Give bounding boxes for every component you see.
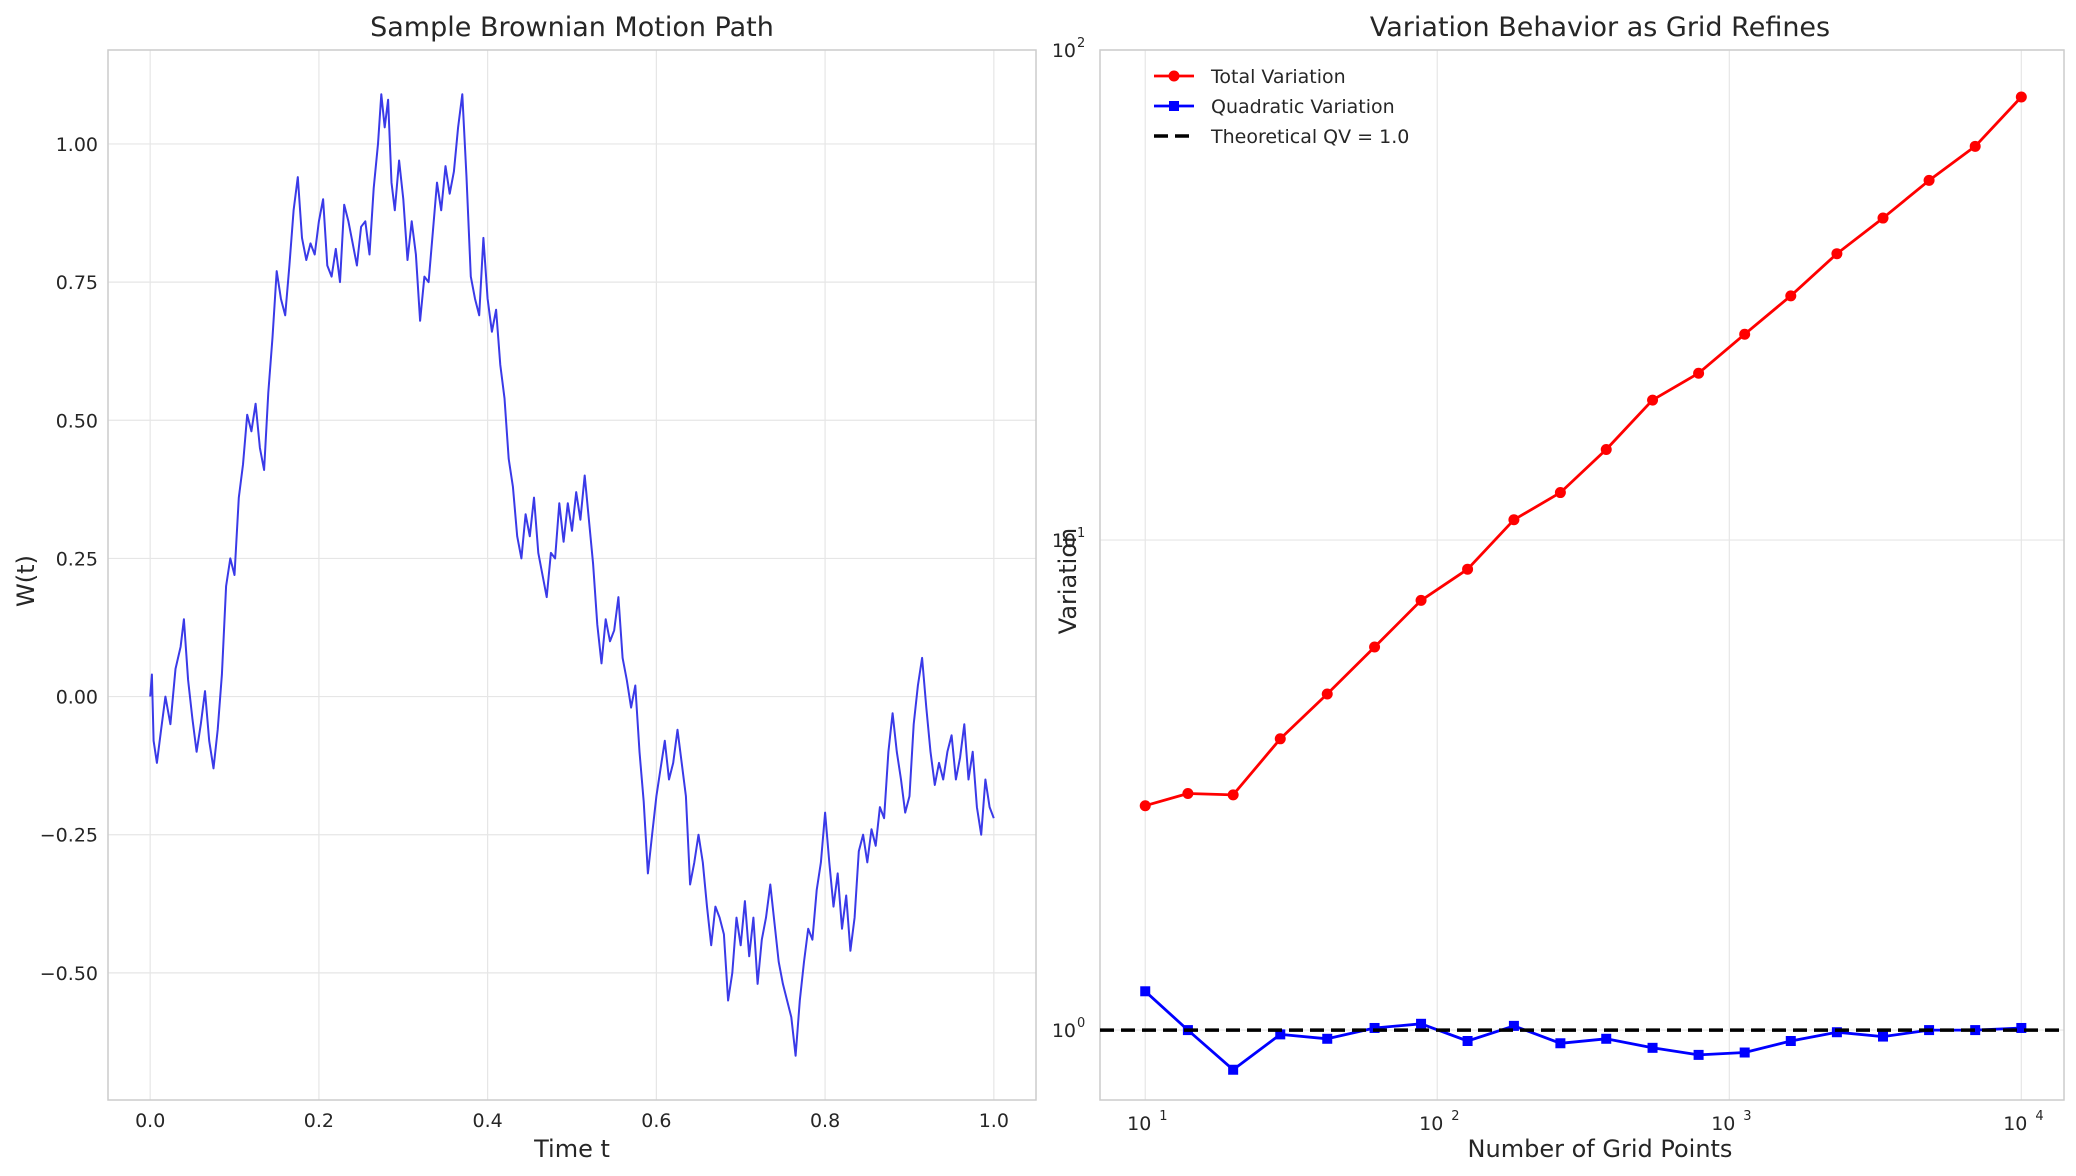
y-tick-label: 0.00 — [56, 687, 98, 709]
total-variation-point — [1462, 563, 1474, 575]
legend-marker — [1168, 70, 1180, 82]
quadratic-variation-point — [1601, 1033, 1612, 1044]
total-variation-line — [1144, 96, 2023, 808]
quadratic-variation-point — [1647, 1042, 1658, 1053]
x-tick-label: 10 — [1419, 1113, 1443, 1135]
total-variation-point — [1647, 394, 1659, 406]
total-variation-point — [1693, 367, 1705, 379]
quadratic-variation-point — [1693, 1049, 1704, 1060]
chart-title: Variation Behavior as Grid Refines — [1370, 12, 1830, 43]
quadratic-variation-point — [1275, 1029, 1286, 1040]
x-tick-label: 0.6 — [641, 1110, 671, 1132]
x-tick-label: 0.8 — [810, 1110, 840, 1132]
variation-panel: Variation Behavior as Grid Refines Numbe… — [1052, 12, 2065, 1163]
quadratic-variation-point — [1831, 1027, 1842, 1038]
legend-label-quadratic-variation: Quadratic Variation — [1211, 96, 1395, 118]
total-variation-point — [1415, 594, 1427, 606]
total-variation-point — [1877, 212, 1889, 224]
y-tick-exponent: 0 — [1077, 1016, 1085, 1031]
x-axis-label: Time t — [533, 1135, 610, 1163]
brownian-path-panel: Sample Brownian Motion Path Time t W(t) … — [12, 12, 1037, 1163]
x-tick-exponent: 3 — [1743, 1109, 1751, 1124]
y-tick-label: 10 — [1052, 530, 1076, 552]
total-variation-point — [1369, 641, 1381, 653]
quadratic-variation-point — [1508, 1020, 1519, 1031]
x-tick-label: 0.0 — [135, 1110, 165, 1132]
legend-marker — [1169, 101, 1179, 111]
total-variation-point — [1139, 800, 1151, 812]
plot-frame — [107, 49, 1037, 1101]
y-tick-label: 10 — [1052, 1020, 1076, 1042]
quadratic-variation-point — [1140, 986, 1151, 997]
x-tick-label: 10 — [2003, 1113, 2027, 1135]
chart-title: Sample Brownian Motion Path — [370, 12, 774, 43]
quadratic-variation-point — [1228, 1064, 1239, 1075]
total-variation-point — [1508, 514, 1520, 526]
y-tick-label: 10 — [1052, 40, 1076, 62]
quadratic-variation-point — [1785, 1036, 1796, 1047]
x-tick-label: 10 — [1711, 1113, 1735, 1135]
x-tick-exponent: 4 — [2035, 1109, 2043, 1124]
total-variation-point — [1923, 174, 1935, 186]
y-axis-label: Variation — [1054, 528, 1082, 634]
total-variation-point — [2015, 91, 2027, 103]
y-tick-label: 0.50 — [56, 410, 98, 432]
total-variation-point — [1785, 290, 1797, 302]
total-variation-point — [1831, 248, 1843, 260]
total-variation-point — [1182, 787, 1194, 799]
y-tick-label: 0.75 — [56, 272, 98, 294]
quadratic-variation-point — [1878, 1031, 1889, 1042]
legend-label-total-variation: Total Variation — [1210, 66, 1346, 88]
quadratic-variation-point — [1322, 1033, 1333, 1044]
total-variation-point — [1554, 487, 1566, 499]
x-tick-label: 10 — [1127, 1113, 1151, 1135]
plot-frame — [1099, 49, 2065, 1101]
legend: Total Variation Quadratic Variation Theore… — [1154, 66, 1409, 148]
y-tick-label: 0.25 — [56, 548, 98, 570]
total-variation-point — [1600, 444, 1612, 456]
total-variation-point — [1739, 328, 1751, 340]
brownian-path-line — [149, 93, 995, 1057]
quadratic-variation-line — [1144, 990, 2022, 1072]
x-tick-exponent: 1 — [1159, 1109, 1167, 1124]
x-tick-label: 0.4 — [473, 1110, 503, 1132]
y-tick-label: −0.25 — [40, 825, 98, 847]
y-tick-exponent: 2 — [1077, 36, 1085, 51]
y-tick-label: −0.50 — [40, 963, 98, 985]
x-tick-label: 0.2 — [304, 1110, 334, 1132]
quadratic-variation-point — [1555, 1038, 1566, 1049]
y-tick-label: 1.00 — [56, 134, 98, 156]
total-variation-point — [1227, 789, 1239, 801]
quadratic-variation-point — [1970, 1025, 1981, 1036]
total-variation-point — [1969, 140, 1981, 152]
x-tick-label: 1.0 — [979, 1110, 1009, 1132]
quadratic-variation-point — [1739, 1047, 1750, 1058]
quadratic-variation-point — [1462, 1036, 1473, 1047]
total-variation-point — [1274, 733, 1286, 745]
quadratic-variation-point — [2016, 1022, 2027, 1033]
total-variation-point — [1321, 688, 1333, 700]
legend-label-theoretical-qv-=-1.0: Theoretical QV = 1.0 — [1210, 126, 1409, 148]
quadratic-variation-point — [1416, 1018, 1427, 1029]
x-tick-exponent: 2 — [1451, 1109, 1459, 1124]
quadratic-variation-point — [1369, 1022, 1380, 1033]
x-axis-label: Number of Grid Points — [1468, 1135, 1733, 1163]
y-tick-exponent: 1 — [1077, 526, 1085, 541]
y-axis-label: W(t) — [12, 555, 40, 607]
